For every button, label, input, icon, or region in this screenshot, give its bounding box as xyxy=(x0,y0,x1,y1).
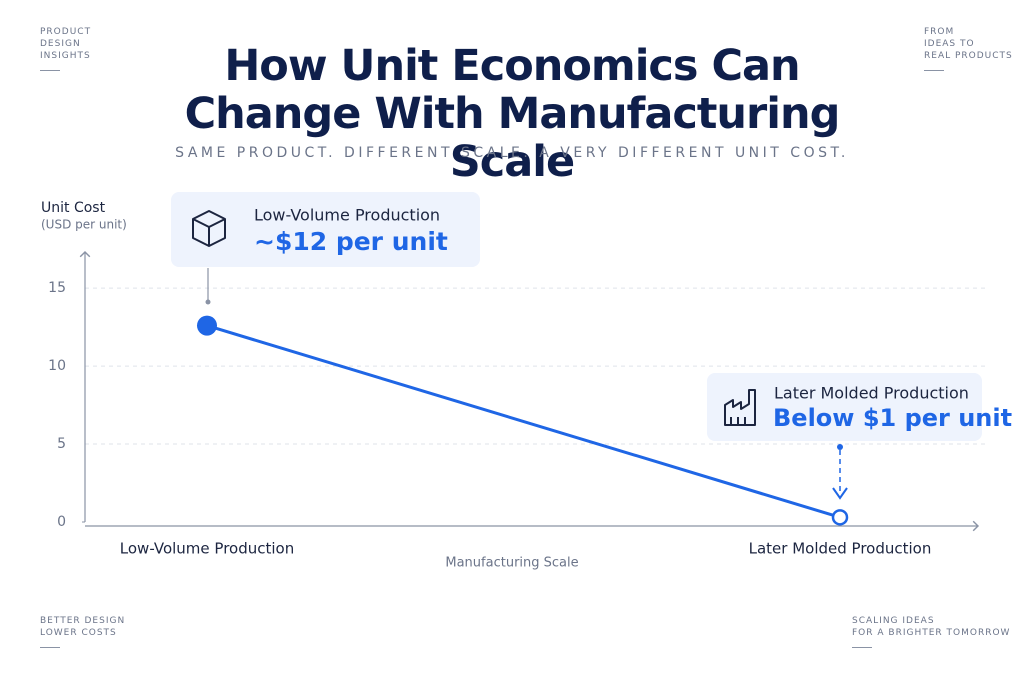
divider xyxy=(40,70,60,71)
divider xyxy=(852,647,872,648)
connector-dot xyxy=(837,444,843,450)
connector-dot xyxy=(205,299,211,305)
corner-note-line: FROM xyxy=(924,27,955,37)
y-tick-label: 0 xyxy=(57,514,66,530)
corner-note-line: FOR A BRIGHTER TOMORROW xyxy=(852,628,1011,638)
corner-note-line: DESIGN xyxy=(40,39,81,49)
corner-note-line: SCALING IDEAS xyxy=(852,616,935,626)
chart-title: How Unit Economics Can Change With Manuf… xyxy=(184,41,841,187)
connector-arrow xyxy=(832,487,848,500)
callout-title: Later Molded Production xyxy=(774,384,969,403)
corner-note-line: INSIGHTS xyxy=(40,51,91,61)
y-axis-label: Unit Cost xyxy=(41,200,106,216)
y-tick-label: 10 xyxy=(48,358,66,374)
y-axis-unit: (USD per unit) xyxy=(41,218,127,232)
series-line xyxy=(206,324,841,519)
divider xyxy=(924,70,944,71)
callout-box xyxy=(707,373,982,441)
data-point xyxy=(197,315,217,336)
corner-note: BETTER DESIGN LOWER COSTS xyxy=(40,615,125,648)
x-axis-label: Manufacturing Scale xyxy=(445,556,578,571)
corner-note-line: REAL PRODUCTS xyxy=(924,51,1013,61)
callout-title: Low-Volume Production xyxy=(254,206,440,225)
factory-icon xyxy=(724,389,756,426)
corner-note: SCALING IDEAS FOR A BRIGHTER TOMORROW xyxy=(852,615,1010,648)
y-tick-label: 5 xyxy=(57,436,66,452)
box-icon xyxy=(192,210,226,247)
x-tick-label: Low-Volume Production xyxy=(120,540,294,558)
callout-value: Below $1 per unit xyxy=(773,404,1012,432)
corner-note-line: BETTER DESIGN xyxy=(40,616,126,626)
callout-value: ~$12 per unit xyxy=(254,227,448,256)
y-tick-label: 15 xyxy=(48,280,66,296)
corner-note-line: PRODUCT xyxy=(40,27,92,37)
chart-subtitle: SAME PRODUCT. DIFFERENT SCALE. A VERY DI… xyxy=(175,145,849,161)
corner-note: FROM IDEAS TO REAL PRODUCTS xyxy=(924,26,1013,71)
x-tick-label: Later Molded Production xyxy=(749,540,932,558)
callout-box xyxy=(171,192,480,267)
corner-note: PRODUCT DESIGN INSIGHTS xyxy=(40,26,91,71)
divider xyxy=(40,647,60,648)
data-point xyxy=(831,509,849,526)
corner-note-line: LOWER COSTS xyxy=(40,628,117,638)
corner-note-line: IDEAS TO xyxy=(924,39,975,49)
